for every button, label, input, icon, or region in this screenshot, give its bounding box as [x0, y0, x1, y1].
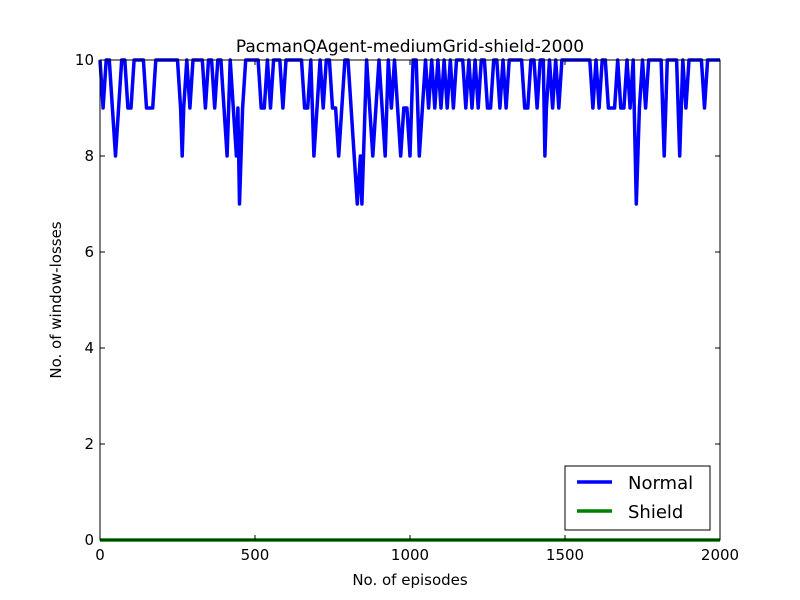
- y-tick-label: 2: [84, 435, 94, 453]
- y-tick-label: 8: [84, 147, 94, 165]
- x-tick-label: 2000: [701, 546, 739, 564]
- legend-box: [564, 465, 711, 531]
- y-tick-label: 4: [84, 339, 94, 357]
- legend-label-shield: Shield: [628, 502, 683, 523]
- x-tick-label: 0: [95, 546, 105, 564]
- y-tick-label: 10: [75, 51, 94, 69]
- y-tick-label: 6: [84, 243, 94, 261]
- x-axis-label: No. of episodes: [352, 571, 468, 589]
- y-tick-label: 0: [84, 531, 94, 549]
- chart-title: PacmanQAgent-mediumGrid-shield-2000: [236, 37, 584, 57]
- x-tick-label: 500: [241, 546, 270, 564]
- x-tick-label: 1000: [391, 546, 429, 564]
- ticks-layer: 0 500 1000 1500 2000 0 2 4 6 8 10: [75, 51, 739, 564]
- x-tick-label: 1500: [546, 546, 584, 564]
- legend: Normal Shield: [564, 465, 711, 531]
- legend-label-normal: Normal: [628, 473, 693, 494]
- y-axis-label: No. of window-losses: [47, 221, 65, 378]
